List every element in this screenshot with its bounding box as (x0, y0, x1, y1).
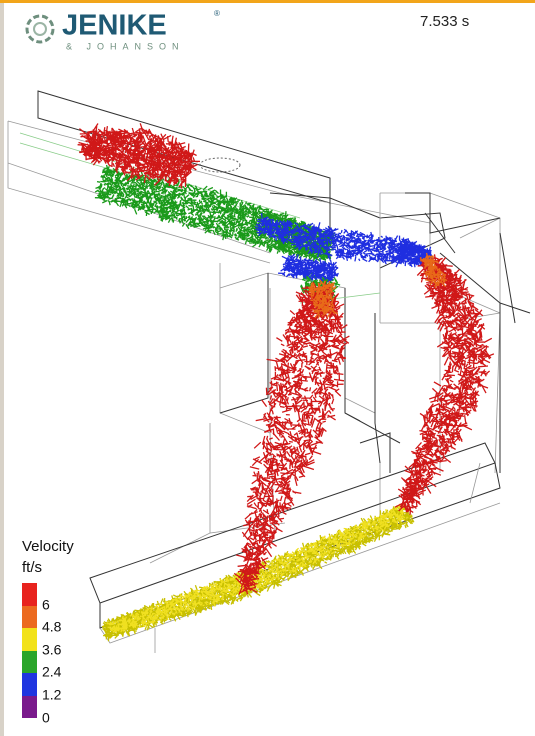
legend-swatch (22, 651, 37, 673)
logo-swirl (27, 16, 53, 42)
logo-text: JENIKE (62, 10, 167, 42)
logo-swirl (34, 23, 46, 35)
legend-unit: ft/s (22, 559, 42, 576)
legend-label: 1.2 (42, 687, 62, 703)
particles-red (395, 254, 494, 514)
logo: JENIKE ® & JOHANSON (27, 9, 220, 51)
logo-mark: ® (214, 9, 220, 18)
legend-label: 3.6 (42, 642, 62, 658)
inlet-ring (200, 158, 240, 172)
legend-swatch (22, 628, 37, 651)
legend-swatch (22, 583, 37, 606)
particles-red (78, 123, 200, 188)
legend-label: 0 (42, 710, 50, 726)
legend-swatch (22, 696, 37, 718)
sim-time: 7.533 s (420, 13, 469, 30)
legend-label: 6 (42, 597, 50, 613)
particles (78, 123, 494, 641)
logo-subtext: & JOHANSON (66, 41, 185, 51)
left-edge (0, 3, 4, 736)
scene: JENIKE ® & JOHANSON 7.533 s Velocity ft/… (0, 3, 535, 736)
legend-label: 4.8 (42, 619, 62, 635)
legend-swatch (22, 673, 37, 696)
simulation-frame: JENIKE ® & JOHANSON 7.533 s Velocity ft/… (0, 0, 535, 736)
legend-swatch (22, 606, 37, 628)
legend-label: 2.4 (42, 664, 62, 680)
chute-frame (8, 121, 430, 263)
legend-title: Velocity (22, 538, 74, 555)
legend: Velocity ft/s 6 4.8 3.6 2.4 1.2 0 (22, 538, 74, 726)
